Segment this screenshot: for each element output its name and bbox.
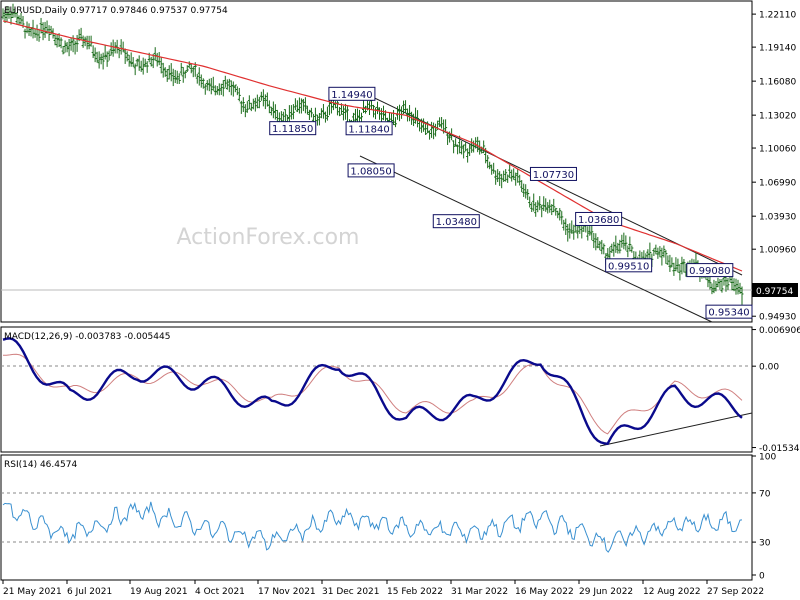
x-axis-label: 31 Dec 2021 [322, 587, 380, 597]
rsi-tick-label: 30 [759, 539, 771, 549]
level-label-text: 1.08050 [350, 166, 391, 177]
macd-tick-label: 0.006906 [759, 326, 800, 336]
x-axis-label: 12 Aug 2022 [643, 587, 701, 597]
price-axis: 1.22110 1.19140 1.16080 1.13020 1.10060 1.069… [752, 11, 796, 323]
level-label-box [347, 163, 395, 178]
price-tick-label: 1.06990 [759, 179, 796, 189]
level-label-text: 1.11850 [272, 124, 313, 135]
price-tick-label: 1.13020 [759, 112, 796, 122]
level-label-text: 1.11840 [348, 124, 389, 135]
rsi-panel-frame [0, 454, 753, 581]
macd-trend-line [599, 412, 753, 447]
price-panel-frame [0, 0, 753, 323]
level-label-box [575, 211, 623, 226]
channel-lower-line [359, 155, 713, 323]
price-panel-header: EURUSD,Daily 0.97717 0.97846 0.97537 0.9… [4, 6, 228, 16]
x-axis-label: 16 May 2022 [515, 587, 574, 597]
x-axis-label: 15 Feb 2022 [387, 587, 443, 597]
x-axis-label: 17 Nov 2021 [258, 587, 316, 597]
macd-line [2, 337, 743, 446]
macd-tick-label: -0.015348 [759, 444, 800, 454]
x-axis-label: 19 Aug 2021 [130, 587, 188, 597]
rsi-tick-label: 0 [759, 572, 765, 582]
macd-axis: 0.006906 0.00 -0.015348 [752, 326, 800, 454]
level-label-box [269, 121, 317, 136]
current-price-tag [752, 283, 798, 297]
level-label-box [328, 86, 376, 101]
x-axis: 21 May 2021 6 Jul 2021 19 Aug 2021 4 Oct 20… [2, 580, 764, 597]
level-label-text: 1.14940 [331, 90, 372, 101]
level-label-text: 1.03480 [436, 217, 477, 228]
rsi-panel-header: RSI(14) 46.4574 [4, 460, 77, 470]
level-labels: 1.11850 1.14940 1.11840 1.08050 1.07730 1.034… [269, 86, 753, 319]
moving-average-line [2, 20, 743, 272]
price-tick-label: 1.16080 [759, 78, 796, 88]
price-tick-label: 1.19140 [759, 44, 796, 54]
x-axis-label: 6 Jul 2021 [67, 587, 112, 597]
rsi-tick-label: 70 [759, 489, 771, 499]
level-label-box [529, 166, 577, 181]
level-label-text: 1.03680 [578, 215, 619, 226]
price-bars [1, 3, 744, 305]
macd-panel-header: MACD(12,26,9) -0.003783 -0.005445 [4, 332, 170, 342]
level-label-box [705, 304, 753, 319]
level-label-text: 0.95340 [708, 308, 749, 319]
macd-tick-label: 0.00 [759, 363, 779, 373]
price-tick-label: 1.00960 [759, 246, 796, 256]
x-axis-label: 27 Sep 2022 [707, 587, 764, 597]
level-label-box [686, 263, 734, 278]
level-label-text: 1.07730 [533, 170, 574, 181]
x-axis-label: 4 Oct 2021 [195, 587, 245, 597]
level-label-text: 0.99510 [608, 261, 649, 272]
x-axis-label: 21 May 2021 [3, 587, 62, 597]
price-tick-label: 1.10060 [759, 145, 796, 155]
price-tick-label: 0.94930 [759, 313, 796, 323]
watermark: ActionForex.com [177, 225, 360, 250]
macd-panel-frame [0, 326, 753, 453]
current-price-label: 0.97754 [756, 287, 793, 297]
level-label-text: 0.99080 [689, 266, 730, 277]
x-axis-label: 31 Mar 2022 [451, 587, 508, 597]
rsi-tick-label: 100 [759, 453, 776, 463]
rsi-line [2, 501, 743, 553]
price-tick-label: 1.22110 [759, 11, 796, 21]
level-label-box [345, 121, 393, 136]
price-tick-label: 1.03930 [759, 213, 796, 223]
rsi-axis: 100 70 30 0 [752, 453, 776, 582]
level-label-box [432, 214, 480, 229]
level-label-box [605, 258, 653, 273]
x-axis-label: 29 Jun 2022 [579, 587, 633, 597]
